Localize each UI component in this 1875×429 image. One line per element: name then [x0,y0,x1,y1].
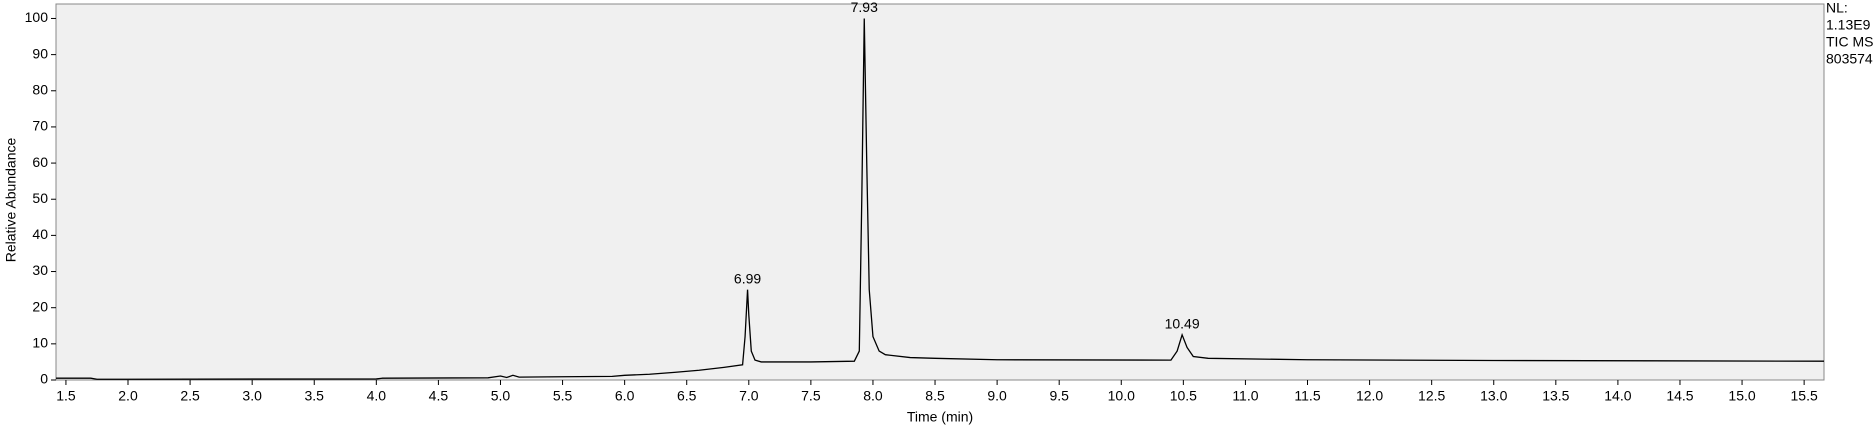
x-tick-label: 14.5 [1666,388,1693,404]
info-text: 1.13E9 [1826,17,1871,33]
x-tick-label: 15.0 [1728,388,1755,404]
info-text: TIC MS [1826,34,1873,50]
x-tick-label: 7.5 [801,388,821,404]
y-tick-label: 50 [32,190,48,206]
x-tick-label: 10.5 [1170,388,1197,404]
y-tick-label: 10 [32,335,48,351]
x-tick-label: 3.0 [242,388,262,404]
x-tick-label: 11.5 [1294,388,1320,404]
x-tick-label: 3.5 [305,388,325,404]
x-tick-label: 14.0 [1604,388,1631,404]
peak-label: 6.99 [734,270,761,286]
info-text: 803574 [1826,51,1873,67]
x-tick-label: 2.0 [118,388,138,404]
x-tick-label: 7.0 [739,388,759,404]
x-tick-label: 12.5 [1418,388,1445,404]
peak-label: 7.93 [851,0,878,15]
x-axis-label: Time (min) [907,409,973,425]
x-tick-label: 6.5 [677,388,697,404]
y-tick-label: 60 [32,154,48,170]
x-tick-label: 10.0 [1108,388,1135,404]
x-tick-label: 15.5 [1791,388,1818,404]
x-tick-label: 4.0 [367,388,387,404]
x-tick-label: 6.0 [615,388,635,404]
x-tick-label: 9.5 [1049,388,1069,404]
x-tick-label: 5.0 [491,388,511,404]
trace [56,18,1825,380]
x-tick-label: 8.0 [863,388,883,404]
y-axis-label: Relative Abundance [3,138,19,263]
y-tick-label: 100 [25,9,49,25]
x-tick-label: 1.5 [56,388,76,404]
x-tick-label: 8.5 [925,388,945,404]
plot-area [55,3,1825,381]
x-tick-label: 11.0 [1232,388,1258,404]
x-tick-label: 12.0 [1356,388,1383,404]
y-tick-label: 40 [32,226,48,242]
y-tick-label: 20 [32,298,48,314]
y-tick-label: 80 [32,81,48,97]
info-text: NL: [1826,0,1848,16]
y-tick-label: 0 [40,371,48,387]
y-tick-label: 70 [32,118,48,134]
peak-label: 10.49 [1165,316,1200,332]
x-tick-label: 5.5 [553,388,573,404]
x-tick-label: 9.0 [987,388,1007,404]
y-tick-label: 30 [32,262,48,278]
x-tick-label: 13.5 [1542,388,1569,404]
x-tick-label: 13.0 [1480,388,1507,404]
y-tick-label: 90 [32,45,48,61]
x-tick-label: 4.5 [429,388,449,404]
x-tick-label: 2.5 [180,388,200,404]
